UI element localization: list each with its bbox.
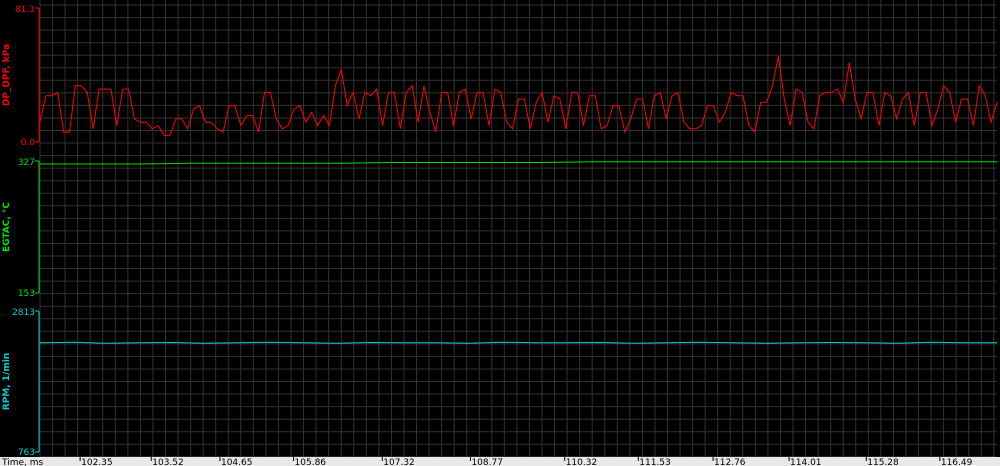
x-axis-label: Time, ms [1,458,44,466]
x-tick-label: 107.32 [383,458,415,466]
x-tick-label: 110.32 [566,458,598,466]
x-tick-label: 115.28 [867,458,899,466]
x-tick-label: 114.01 [790,458,822,466]
x-tick-label: 104.65 [221,458,253,466]
x-tick-label: 112.76 [714,458,746,466]
y-axis-label: DP_DPF, kPa [2,44,12,106]
series-line [39,341,997,344]
panel-1: 327 153 EGTAC, °C [2,158,997,299]
y-tick-max: 2813 [12,308,35,318]
x-tick-label: 105.86 [295,458,327,466]
x-axis-strip [0,457,1000,466]
series-line [39,56,998,136]
x-tick-label: 108.77 [471,458,503,466]
panel-0: 81.1 0.0 DP_DPF, kPa [2,5,998,148]
x-tick-label: 102.35 [81,458,113,466]
y-tick-min: 153 [18,289,35,299]
series-line [40,161,997,165]
x-tick-label: 111.53 [639,458,671,466]
y-tick-max: 81.1 [15,5,35,15]
x-tick-label: 116.49 [941,458,973,466]
y-axis-label: RPM, 1/min [2,353,12,410]
y-axis-label: EGTAC, °C [2,202,12,252]
y-tick-min: 763 [18,448,35,458]
x-tick-label: 103.52 [152,458,184,466]
panel-2: 2813 763 RPM, 1/min [2,308,997,458]
y-tick-min: 0.0 [21,138,36,148]
y-tick-max: 327 [18,158,35,168]
grid [39,0,997,458]
